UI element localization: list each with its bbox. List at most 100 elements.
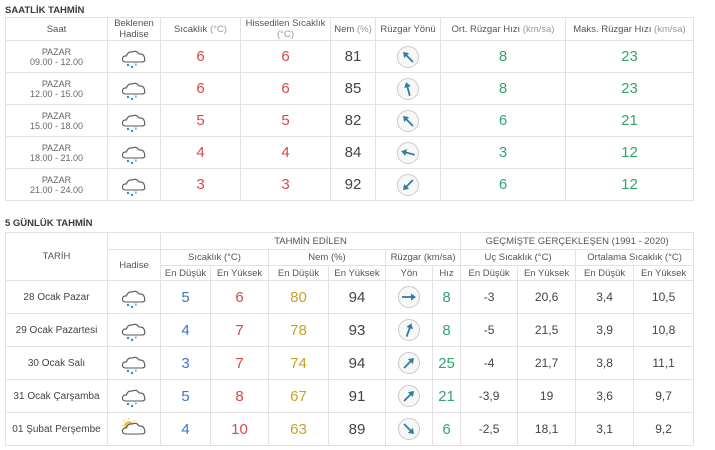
value: 25 bbox=[431, 346, 462, 380]
group-header: GEÇMİŞTE GERÇEKLEŞEN (1991 - 2020) bbox=[460, 232, 695, 250]
icon-cell bbox=[107, 412, 161, 446]
subheader: Hız bbox=[431, 265, 462, 281]
value: -3 bbox=[460, 280, 519, 314]
value: -2,5 bbox=[460, 412, 519, 446]
wind-direction-icon bbox=[397, 77, 419, 100]
subgroup-header: Nem (%) bbox=[268, 249, 386, 266]
humidity: 82 bbox=[330, 104, 376, 137]
day: PAZAR bbox=[41, 110, 72, 121]
daily-row: 31 Ocak Çarşamba * 5 8 67 91 21 -3,9 19 3,6 9,7 bbox=[5, 379, 695, 413]
date: 31 Ocak Çarşamba bbox=[5, 379, 108, 413]
daily-row: 30 Ocak Salı * 3 7 74 94 25 -4 21,7 3,8 11,1 bbox=[5, 346, 695, 380]
header-unit: (°C) bbox=[277, 29, 294, 40]
value: 6 bbox=[210, 280, 269, 314]
time-cell: PAZAR 09.00 - 12.00 bbox=[5, 40, 108, 73]
value: 3,1 bbox=[575, 412, 635, 446]
svg-text:*: * bbox=[135, 95, 138, 101]
header-cell: Beklenen Hadise bbox=[107, 17, 161, 41]
header-cell: Nem (%) bbox=[330, 17, 376, 41]
header-label: Maks. Rüzgar Hızı bbox=[573, 23, 652, 35]
hourly-table: Saat Beklenen Hadise Sıcaklık (°C) Hissedil… bbox=[5, 17, 694, 201]
blank bbox=[107, 232, 161, 250]
subgroup-header: Rüzgar (km/sa) bbox=[384, 249, 462, 266]
header-cell: Saat bbox=[5, 17, 108, 41]
day: PAZAR bbox=[41, 174, 72, 185]
value: 21,7 bbox=[517, 346, 577, 380]
subgroup-header: Sıcaklık (°C) bbox=[160, 249, 269, 266]
svg-text:*: * bbox=[135, 159, 138, 165]
svg-text:*: * bbox=[135, 336, 138, 342]
header-row: Saat Beklenen Hadise Sıcaklık (°C) Hissedil… bbox=[5, 17, 694, 41]
daily-title: 5 GÜNLÜK TAHMİN bbox=[5, 218, 93, 229]
value: 18,1 bbox=[517, 412, 577, 446]
feels: 5 bbox=[240, 104, 331, 137]
value: 74 bbox=[268, 346, 329, 380]
header-row: Hadise Sıcaklık (°C) Nem (%) Rüzgar (km/sa)… bbox=[6, 249, 695, 281]
wind-max: 12 bbox=[565, 168, 694, 201]
daily-row: 29 Ocak Pazartesi * 4 7 78 93 8 -5 21,5 3,9 10,… bbox=[5, 313, 695, 347]
subheader: En Yüksek bbox=[517, 265, 577, 281]
header-label: Ort. Rüzgar Hızı bbox=[451, 23, 521, 35]
icon-cell: * bbox=[107, 136, 161, 169]
wind-avg: 6 bbox=[440, 168, 566, 201]
value: 9,2 bbox=[633, 412, 695, 446]
dir-cell bbox=[385, 313, 433, 347]
subgroup-header: Uç Sıcaklık (°C) bbox=[460, 249, 577, 266]
daily-row: 01 Şubat Perşembe 4 10 63 89 6 -2,5 18,1 3,1 9,… bbox=[5, 412, 695, 446]
header-unit: (%) bbox=[356, 23, 372, 35]
wind-direction-icon bbox=[398, 286, 420, 308]
value: 6 bbox=[431, 412, 462, 446]
value: 89 bbox=[328, 412, 386, 446]
wind-max: 21 bbox=[565, 104, 694, 137]
icon-cell: * bbox=[107, 313, 161, 347]
feels: 6 bbox=[240, 72, 331, 105]
day: PAZAR bbox=[41, 142, 72, 153]
subheader: En Düşük bbox=[160, 265, 211, 281]
date-header: TARİH bbox=[5, 232, 108, 281]
subheader: En Düşük bbox=[460, 265, 519, 281]
wind-avg: 6 bbox=[440, 104, 566, 137]
daily-table: TARİH TAHMİN EDİLEN GEÇMİŞTE GERÇEKLEŞEN (… bbox=[5, 232, 695, 446]
header-label: Nem bbox=[334, 23, 355, 35]
subgroup-header: Ortalama Sıcaklık (°C) bbox=[575, 249, 695, 266]
temp: 4 bbox=[160, 136, 241, 169]
value: 63 bbox=[268, 412, 329, 446]
value: 10,8 bbox=[633, 313, 695, 347]
dir-cell bbox=[375, 168, 441, 201]
dir-cell bbox=[375, 72, 441, 105]
wind-direction-icon bbox=[397, 141, 419, 164]
value: 3,9 bbox=[575, 313, 635, 347]
weather-icon bbox=[121, 418, 146, 435]
header-cell: Sıcaklık (°C) bbox=[160, 17, 241, 41]
value: -4 bbox=[460, 346, 519, 380]
date: 29 Ocak Pazartesi bbox=[5, 313, 108, 347]
time-cell: PAZAR 15.00 - 18.00 bbox=[5, 104, 108, 137]
weather-icon: * bbox=[121, 146, 146, 165]
header-cell: Maks. Rüzgar Hızı (km/sa) bbox=[565, 17, 694, 41]
value: 8 bbox=[431, 313, 462, 347]
feels: 6 bbox=[240, 40, 331, 73]
svg-text:*: * bbox=[135, 402, 138, 408]
header-unit: (°C) bbox=[209, 23, 227, 35]
wind-direction-icon bbox=[397, 173, 419, 196]
weather-icon: * bbox=[121, 389, 146, 408]
wind-avg: 3 bbox=[440, 136, 566, 169]
value: 78 bbox=[268, 313, 329, 347]
wind-max: 23 bbox=[565, 40, 694, 73]
wind-direction-icon bbox=[397, 45, 419, 68]
wind-avg: 8 bbox=[440, 40, 566, 73]
value: 7 bbox=[210, 346, 269, 380]
temp: 6 bbox=[160, 72, 241, 105]
header-label: Rüzgar Yönü bbox=[380, 23, 436, 35]
dir-cell bbox=[385, 379, 433, 413]
weather-icon: * bbox=[121, 290, 146, 309]
value: 91 bbox=[328, 379, 386, 413]
value: -3,9 bbox=[460, 379, 519, 413]
time: 18.00 - 21.00 bbox=[29, 152, 84, 163]
wind-max: 23 bbox=[565, 72, 694, 105]
time-cell: PAZAR 12.00 - 15.00 bbox=[5, 72, 108, 105]
value: 20,6 bbox=[517, 280, 577, 314]
time: 15.00 - 18.00 bbox=[29, 120, 84, 131]
weather-icon: * bbox=[121, 178, 146, 197]
